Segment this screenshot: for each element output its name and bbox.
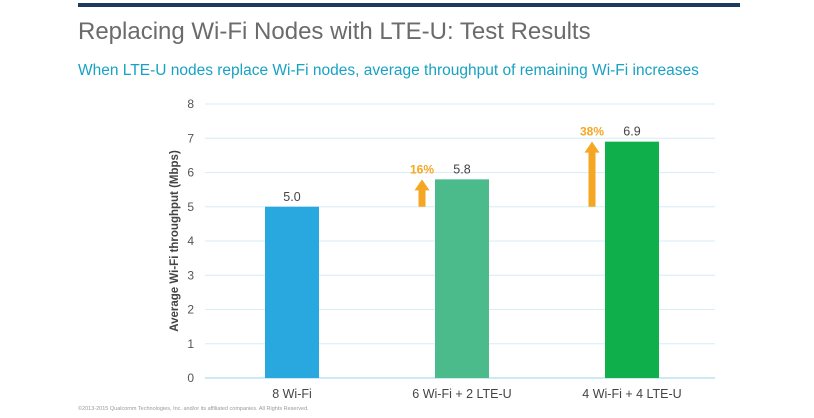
header-rule (78, 3, 740, 7)
bar (605, 141, 659, 378)
bar (265, 206, 319, 378)
bar-value-label: 6.9 (623, 125, 640, 139)
y-tick-label: 4 (187, 234, 194, 248)
y-tick-label: 3 (187, 268, 194, 282)
y-tick-label: 8 (187, 97, 194, 111)
increase-arrow (414, 179, 430, 207)
y-tick-label: 1 (187, 337, 194, 351)
bar-value-label: 5.8 (453, 162, 470, 176)
y-tick-label: 7 (187, 131, 194, 145)
x-tick-label: 4 Wi-Fi + 4 LTE-U (582, 387, 681, 401)
y-tick-label: 0 (187, 371, 194, 385)
y-tick-label: 6 (187, 166, 194, 180)
copyright-footer: ©2013-2015 Qualcomm Technologies, Inc. a… (78, 406, 309, 412)
page-subtitle: When LTE-U nodes replace Wi-Fi nodes, av… (78, 62, 699, 79)
increase-percent-label: 38% (580, 125, 604, 139)
x-tick-label: 6 Wi-Fi + 2 LTE-U (412, 387, 511, 401)
bar-value-label: 5.0 (283, 190, 300, 204)
increase-percent-label: 16% (410, 162, 434, 176)
x-tick-label: 8 Wi-Fi (272, 387, 312, 401)
increase-arrow (584, 141, 600, 207)
y-tick-label: 2 (187, 303, 194, 317)
y-axis-label: Average Wi-Fi throughput (Mbps) (169, 150, 181, 332)
page-title: Replacing Wi-Fi Nodes with LTE-U: Test R… (78, 18, 591, 45)
y-tick-label: 5 (187, 200, 194, 214)
bar (435, 179, 489, 378)
